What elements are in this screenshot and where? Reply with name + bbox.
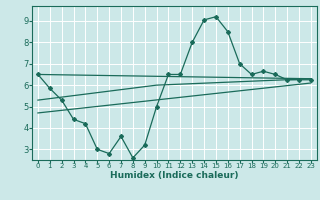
X-axis label: Humidex (Indice chaleur): Humidex (Indice chaleur) — [110, 171, 239, 180]
